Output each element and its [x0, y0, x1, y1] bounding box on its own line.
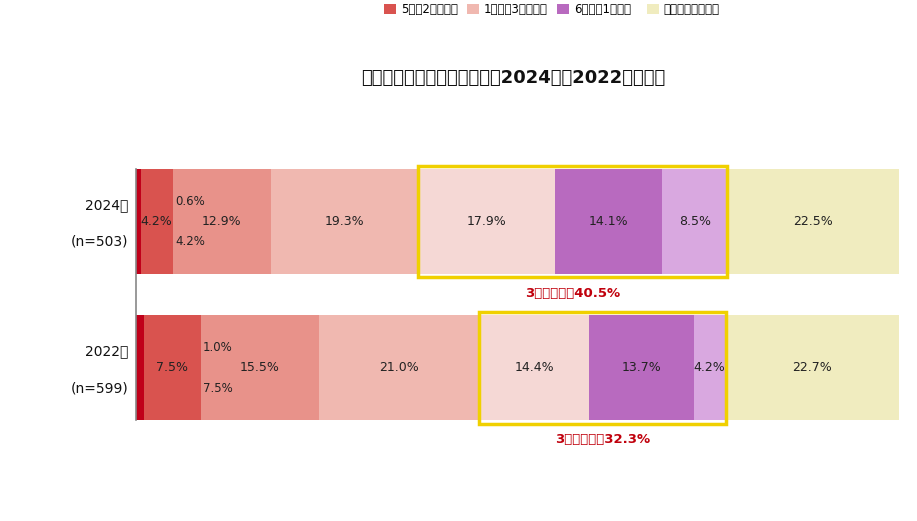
Text: 14.1%: 14.1% [589, 215, 628, 228]
Bar [555, 169, 662, 275]
Bar [693, 315, 725, 420]
Text: 0.6%: 0.6% [175, 195, 204, 208]
Text: (n=599): (n=599) [71, 381, 128, 395]
Text: 2022年: 2022年 [85, 344, 128, 358]
Title: 男性育休取得の最適な期間：2024年と2022年の比較: 男性育休取得の最適な期間：2024年と2022年の比較 [361, 69, 666, 86]
Text: 22.7%: 22.7% [792, 361, 832, 374]
Bar [319, 315, 480, 420]
Text: 3か月以上：40.5%: 3か月以上：40.5% [525, 287, 620, 300]
Bar [172, 169, 271, 275]
Text: 7.5%: 7.5% [204, 381, 233, 394]
Text: 12.9%: 12.9% [202, 215, 241, 228]
Text: (n=503): (n=503) [71, 235, 128, 249]
Text: 2024年: 2024年 [85, 199, 128, 213]
Bar [480, 315, 589, 420]
Text: 4.2%: 4.2% [693, 361, 725, 374]
Bar [271, 169, 418, 275]
Bar [725, 315, 899, 420]
Text: 17.9%: 17.9% [467, 215, 506, 228]
Text: 15.5%: 15.5% [240, 361, 280, 374]
Bar [140, 169, 172, 275]
Bar [727, 169, 899, 275]
Text: 3か月以上：32.3%: 3か月以上：32.3% [555, 432, 650, 445]
Bar [144, 315, 201, 420]
Bar [589, 315, 693, 420]
Text: 19.3%: 19.3% [325, 215, 364, 228]
Bar [418, 169, 555, 275]
Text: 14.4%: 14.4% [514, 361, 554, 374]
Text: 21.0%: 21.0% [380, 361, 419, 374]
Bar [136, 169, 140, 275]
Text: 4.2%: 4.2% [175, 235, 204, 249]
Bar [201, 315, 319, 420]
Bar [136, 315, 144, 420]
Text: 13.7%: 13.7% [622, 361, 661, 374]
Text: 1.0%: 1.0% [204, 341, 233, 354]
Legend: 5日未満, 5日～2週間未満, 2週間～1か月未満, 1か月～3か月未満, 3か月～6か月未満, 6か月～1年未満, 1年以上, 一概には言えない: 5日未満, 5日～2週間未満, 2週間～1か月未満, 1か月～3か月未満, 3か… [384, 0, 720, 16]
Text: 8.5%: 8.5% [679, 215, 711, 228]
Bar [662, 169, 727, 275]
Text: 7.5%: 7.5% [156, 361, 188, 374]
Text: 4.2%: 4.2% [140, 215, 172, 228]
Text: 22.5%: 22.5% [793, 215, 833, 228]
